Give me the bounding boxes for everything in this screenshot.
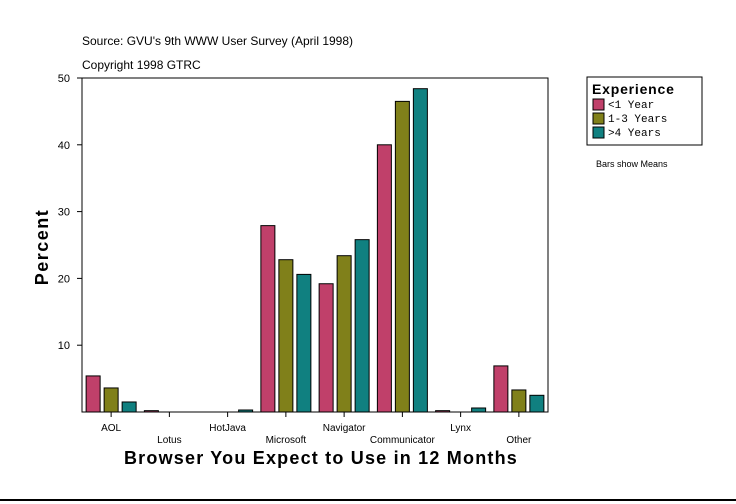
bottom-divider xyxy=(0,499,736,501)
bar xyxy=(103,387,119,413)
bar xyxy=(511,389,527,413)
bar xyxy=(336,255,352,413)
bar xyxy=(394,100,410,413)
bar xyxy=(85,375,101,413)
y-axis-label: Percent xyxy=(32,209,52,286)
bar xyxy=(412,88,428,413)
bar xyxy=(354,239,370,413)
y-tick-label: 20 xyxy=(58,273,70,285)
legend-swatch xyxy=(592,98,605,111)
x-tick-label: Other xyxy=(506,435,532,446)
bar xyxy=(278,259,294,413)
y-tick-label: 50 xyxy=(58,73,70,85)
bar xyxy=(529,394,545,413)
bar xyxy=(260,225,276,413)
bars-group xyxy=(85,88,545,413)
bar xyxy=(376,144,392,413)
bar xyxy=(435,410,451,413)
x-axis-label: Browser You Expect to Use in 12 Months xyxy=(124,448,518,468)
legend-title: Experience xyxy=(592,81,675,97)
bar xyxy=(121,401,137,413)
chart-subtitle: Copyright 1998 GTRC xyxy=(82,58,201,72)
bars-note: Bars show Means xyxy=(596,159,668,169)
bar xyxy=(318,283,334,413)
x-axis: AOL Lotus HotJava Microsoft Navigator Communi… xyxy=(101,412,532,446)
y-tick-label: 10 xyxy=(58,340,70,352)
bar xyxy=(296,273,312,413)
legend-swatch xyxy=(592,126,605,139)
legend-label: 1-3 Years xyxy=(608,114,667,126)
bar xyxy=(493,365,509,413)
y-axis: 10 20 30 40 50 xyxy=(58,73,82,352)
x-tick-label: Lynx xyxy=(450,423,471,434)
legend-swatch xyxy=(592,112,605,125)
legend-label: <1 Year xyxy=(608,100,654,112)
x-tick-label: AOL xyxy=(101,423,121,434)
bar xyxy=(238,409,254,413)
x-tick-label: Navigator xyxy=(323,423,366,434)
legend-label: >4 Years xyxy=(608,128,661,140)
chart-title: Source: GVU's 9th WWW User Survey (April… xyxy=(82,34,353,48)
plot-frame xyxy=(81,77,549,413)
legend-items: <1 Year 1-3 Years >4 Years xyxy=(592,98,667,140)
bar xyxy=(143,410,159,413)
y-tick-label: 40 xyxy=(58,140,70,152)
x-tick-label: HotJava xyxy=(209,423,246,434)
bar xyxy=(471,407,487,413)
x-tick-label: Microsoft xyxy=(266,435,307,446)
legend-box xyxy=(586,76,703,146)
legend: Experience <1 Year 1-3 Years >4 Years xyxy=(586,76,703,146)
x-tick-label: Communicator xyxy=(370,435,436,446)
y-tick-label: 30 xyxy=(58,207,70,219)
x-tick-label: Lotus xyxy=(157,435,181,446)
